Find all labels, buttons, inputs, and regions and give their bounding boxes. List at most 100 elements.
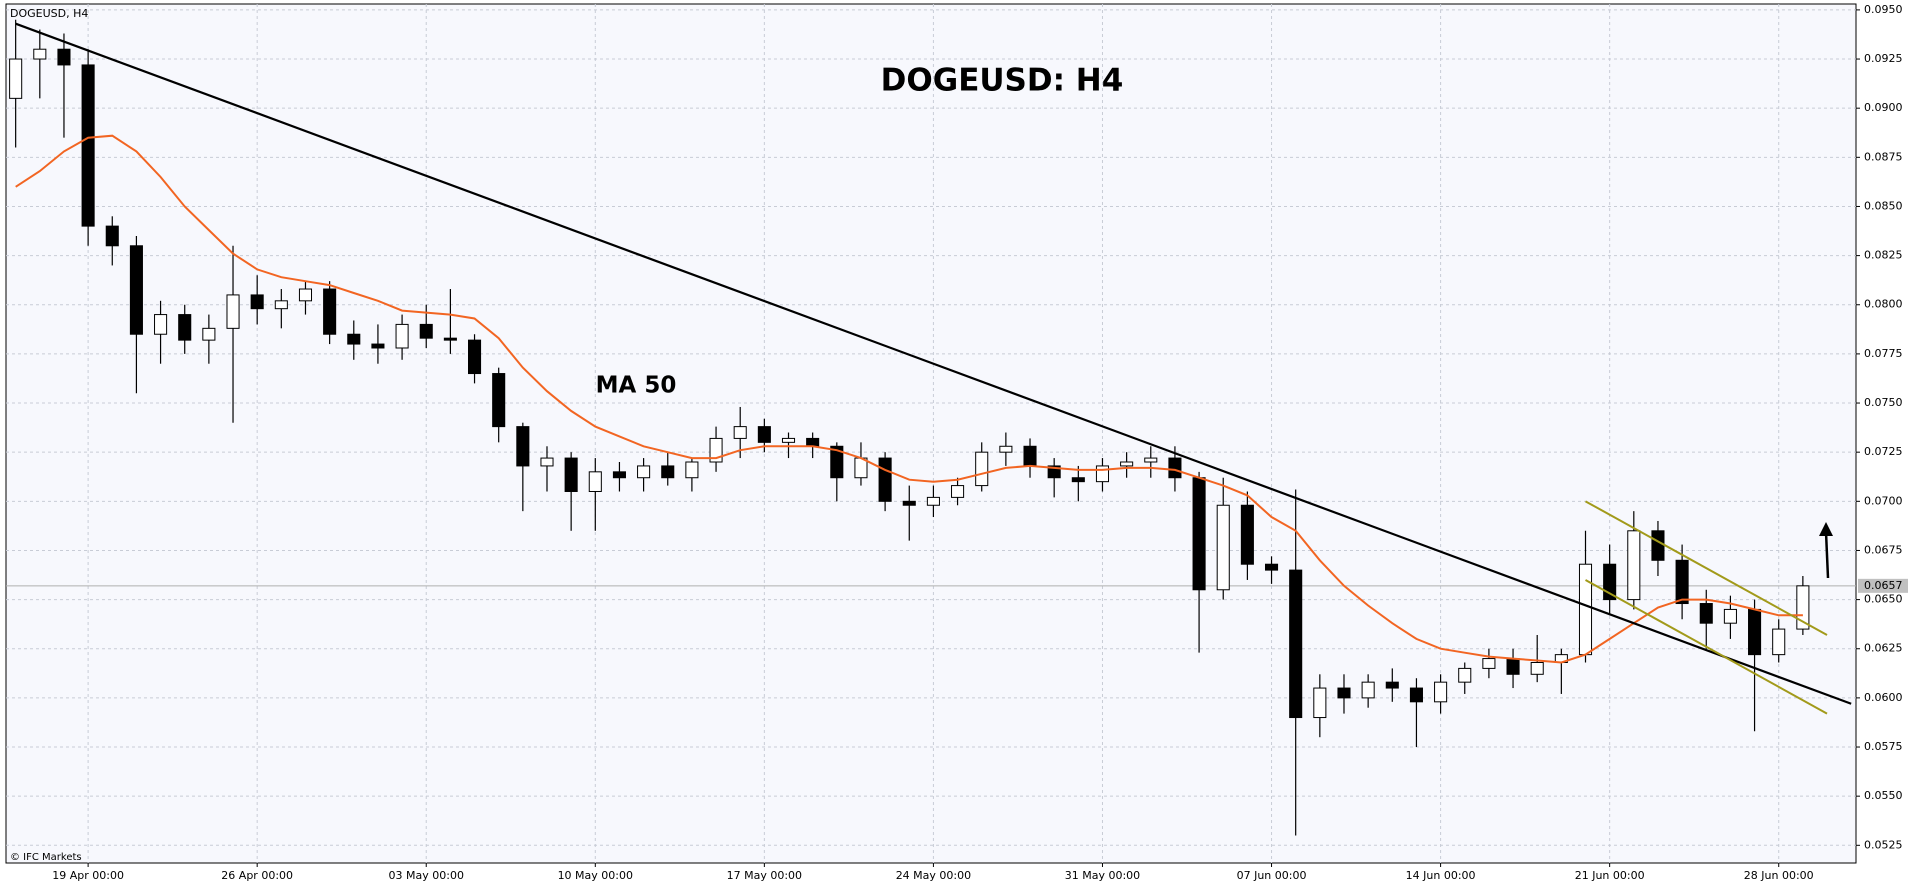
y-tick-label: 0.0525	[1864, 838, 1903, 851]
candle-body	[371, 343, 385, 349]
candle-body	[1289, 569, 1303, 719]
candle-body	[1168, 457, 1182, 479]
candle-body	[1047, 465, 1061, 479]
trendline	[15, 22, 1852, 705]
candle-body	[81, 64, 95, 227]
plot-area	[5, 3, 1857, 864]
candle-body	[1120, 461, 1134, 467]
y-tick-label: 0.0600	[1864, 691, 1903, 704]
candle-body	[226, 294, 240, 329]
candle-body	[1699, 603, 1713, 624]
candle-body	[1264, 563, 1279, 571]
last-price-label: 0.0657	[1864, 579, 1903, 592]
candle-body	[1627, 530, 1641, 601]
candle-body	[1023, 445, 1037, 467]
y-tick-label: 0.0625	[1864, 642, 1903, 655]
x-tick-label: 28 Jun 00:00	[1744, 869, 1814, 882]
x-tick-label: 24 May 00:00	[896, 869, 971, 882]
candle-body	[9, 58, 23, 99]
candle-body	[975, 451, 989, 487]
candle-body	[419, 323, 433, 339]
x-tick-label: 14 Jun 00:00	[1406, 869, 1476, 882]
candle-body	[1095, 465, 1110, 483]
arrow-shaft	[1824, 531, 1830, 579]
candle-body	[1506, 658, 1520, 675]
candle-body	[1796, 585, 1810, 630]
candle-body	[154, 314, 168, 335]
x-tick-label: 26 Apr 00:00	[221, 869, 293, 882]
candle-body	[468, 339, 482, 375]
candle-body	[395, 323, 409, 349]
candle-body	[1313, 687, 1327, 719]
candle-body	[1578, 563, 1593, 656]
candle-body	[781, 437, 796, 443]
candle-body	[202, 327, 216, 341]
candle-body	[57, 48, 71, 66]
candle-body	[685, 461, 699, 479]
candle-body	[1748, 608, 1762, 656]
candle-body	[806, 437, 820, 447]
candle-body	[540, 457, 554, 467]
y-tick-label: 0.0850	[1864, 199, 1903, 212]
candle-body	[878, 457, 892, 502]
candle-body	[516, 426, 530, 467]
candle-body	[1434, 681, 1448, 703]
candle-body	[612, 471, 626, 479]
y-tick-label: 0.0675	[1864, 543, 1903, 556]
candle-body	[1216, 504, 1230, 591]
candle-body	[588, 471, 602, 492]
candle-body	[757, 426, 771, 443]
y-tick-label: 0.0900	[1864, 101, 1903, 114]
candle-body	[1772, 628, 1786, 656]
candle-body	[564, 457, 578, 492]
candle-body	[1723, 608, 1737, 624]
candle-body	[1071, 477, 1085, 483]
y-tick-label: 0.0725	[1864, 445, 1903, 458]
y-tick-label: 0.0825	[1864, 249, 1903, 262]
last-price-box	[1858, 578, 1908, 593]
y-tick-label: 0.0800	[1864, 298, 1903, 311]
candle-body	[1675, 559, 1689, 605]
candle-body	[902, 500, 916, 506]
y-tick-label: 0.0750	[1864, 396, 1903, 409]
trendline	[1585, 500, 1828, 636]
candle-body	[347, 333, 361, 345]
candle-body	[33, 48, 47, 60]
x-tick-label: 03 May 00:00	[389, 869, 464, 882]
candle-body	[1385, 681, 1399, 689]
candle-body	[1240, 504, 1254, 565]
candle-body	[1651, 530, 1665, 561]
x-tick-label: 19 Apr 00:00	[52, 869, 124, 882]
chart-title: DOGEUSD: H4	[881, 63, 1124, 99]
candle-body	[298, 288, 313, 302]
candle-body	[105, 225, 119, 247]
candle-body	[1361, 681, 1375, 699]
x-tick-label: 21 Jun 00:00	[1575, 869, 1645, 882]
x-tick-label: 07 Jun 00:00	[1237, 869, 1307, 882]
trendline	[1585, 579, 1828, 715]
candle-body	[1144, 457, 1158, 463]
symbol-label: DOGEUSD, H4	[10, 7, 88, 20]
candle-body	[1458, 667, 1472, 683]
candle-body	[1337, 687, 1351, 699]
candle-body	[250, 294, 264, 310]
candle-body	[178, 314, 192, 341]
arrow-head	[1819, 522, 1833, 536]
candle-body	[1192, 477, 1206, 591]
y-tick-label: 0.0775	[1864, 347, 1903, 360]
candle-body	[733, 426, 747, 439]
y-tick-label: 0.0575	[1864, 740, 1903, 753]
x-tick-label: 17 May 00:00	[727, 869, 802, 882]
candle-body	[1409, 687, 1423, 703]
x-tick-label: 31 May 00:00	[1065, 869, 1140, 882]
candle-body	[926, 496, 940, 506]
candle-body	[1482, 658, 1496, 669]
candle-body	[830, 445, 844, 479]
ma-label: MA 50	[596, 373, 677, 399]
candle-body	[661, 465, 675, 479]
candle-body	[999, 445, 1013, 453]
candle-body	[951, 485, 965, 498]
y-tick-label: 0.0700	[1864, 494, 1903, 507]
candle-body	[637, 465, 651, 479]
